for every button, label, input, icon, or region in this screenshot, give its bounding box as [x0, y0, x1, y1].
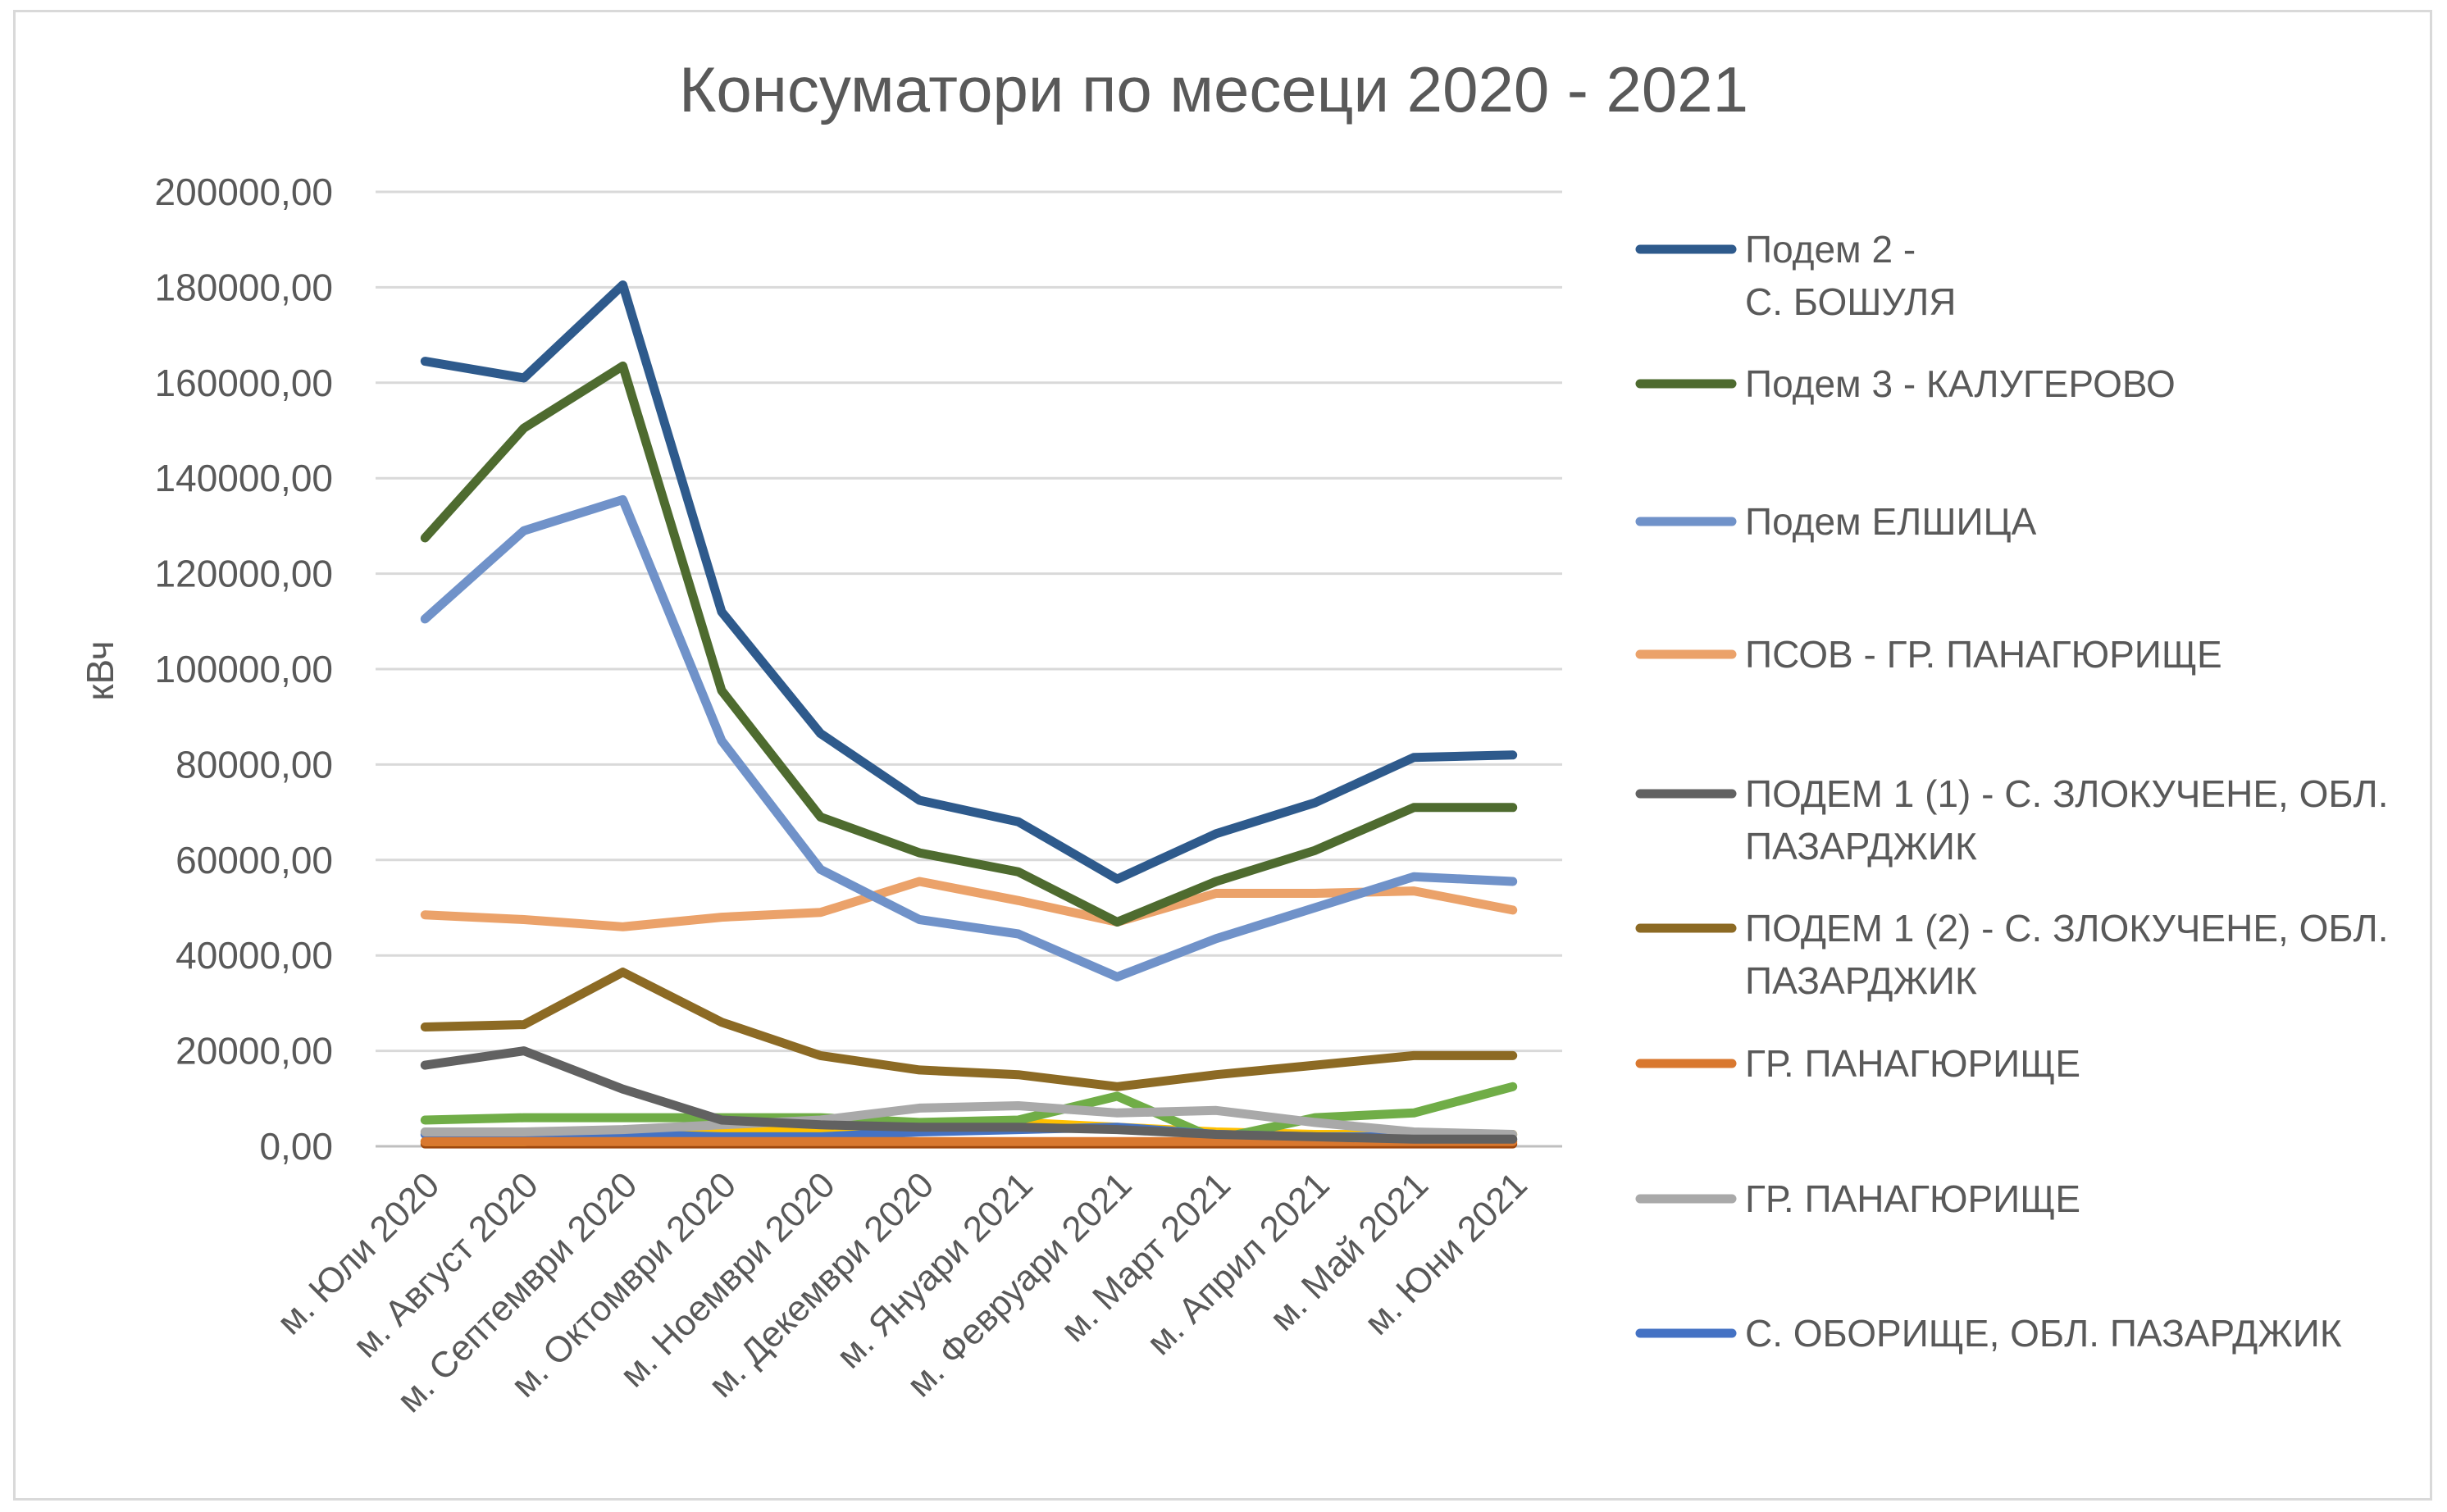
series-lines	[420, 280, 1518, 1149]
y-tick-label: 40000,00	[175, 934, 333, 977]
legend-label-line: ПАЗАРДЖИК	[1745, 825, 1977, 868]
legend-label-line: ПОДЕМ 1 (2) - С. ЗЛОКУЧЕНЕ, ОБЛ.	[1745, 907, 2389, 950]
legend-label: Подем ЕЛШИЦА	[1745, 500, 2037, 543]
chart-title: Консуматори по месеци 2020 - 2021	[679, 53, 1748, 125]
y-tick-label: 100000,00	[155, 648, 333, 690]
y-tick-label: 0,00	[259, 1125, 333, 1168]
y-tick-label: 140000,00	[155, 457, 333, 499]
x-tick-label: м. Март 2021	[1053, 1164, 1238, 1350]
y-axis-label: кВч	[79, 640, 121, 700]
y-tick-label: 80000,00	[175, 743, 333, 786]
y-tick-label: 180000,00	[155, 266, 333, 308]
series-line	[420, 1046, 1518, 1144]
legend-label-line: С. ОБОРИЩЕ, ОБЛ. ПАЗАРДЖИК	[1745, 1312, 2342, 1355]
legend-label-line: ПАЗАРДЖИК	[1745, 959, 1977, 1002]
y-tick-label: 60000,00	[175, 839, 333, 881]
legend-label-line: ГР. ПАНАГЮРИЩЕ	[1745, 1042, 2080, 1085]
series-line	[420, 968, 1518, 1091]
y-tick-label: 160000,00	[155, 362, 333, 404]
series-line	[420, 361, 1518, 927]
legend-label: ПСОВ - ГР. ПАНАГЮРИЩЕ	[1745, 633, 2222, 676]
y-tick-label: 120000,00	[155, 553, 333, 595]
legend-label-line: ГР. ПАНАГЮРИЩЕ	[1745, 1177, 2080, 1220]
legend-label-line: ПСОВ - ГР. ПАНАГЮРИЩЕ	[1745, 633, 2222, 676]
legend-label-line: ПОДЕМ 1 (1) - С. ЗЛОКУЧЕНЕ, ОБЛ.	[1745, 772, 2389, 815]
y-tick-label: 20000,00	[175, 1030, 333, 1073]
chart-frame	[13, 10, 2432, 1501]
legend-label: ПОДЕМ 1 (1) - С. ЗЛОКУЧЕНЕ, ОБЛ. ПАЗАРДЖИ…	[1745, 772, 2389, 868]
series-line	[420, 877, 1518, 931]
legend-label: ГР. ПАНАГЮРИЩЕ	[1745, 1042, 2080, 1085]
legend-label: Подем 2 - С. БОШУЛЯ	[1745, 228, 1957, 323]
y-axis-ticks: 0,00 20000,00 40000,00 60000,00 80000,00 1000…	[155, 171, 333, 1168]
legend-label: ПОДЕМ 1 (2) - С. ЗЛОКУЧЕНЕ, ОБЛ. ПАЗАРДЖИ…	[1745, 907, 2389, 1002]
gridlines	[376, 190, 1562, 1148]
legend-label-line: Подем 3 - КАЛУГЕРОВО	[1745, 362, 2176, 405]
legend-label: ГР. ПАНАГЮРИЩЕ	[1745, 1177, 2080, 1220]
y-tick-label: 200000,00	[155, 171, 333, 213]
legend: Подем 2 - С. БОШУЛЯ Подем 3 - КАЛУГЕРОВО По…	[1635, 228, 2389, 1355]
legend-label-line: Подем 2 -	[1745, 228, 1916, 271]
legend-label: С. ОБОРИЩЕ, ОБЛ. ПАЗАРДЖИК	[1745, 1312, 2342, 1355]
legend-label: Подем 3 - КАЛУГЕРОВО	[1745, 362, 2176, 405]
legend-label-line: Подем ЕЛШИЦА	[1745, 500, 2037, 543]
series-line	[420, 494, 1518, 981]
legend-label-line: С. БОШУЛЯ	[1745, 280, 1957, 323]
series-line	[420, 1082, 1518, 1144]
series-line	[420, 1101, 1518, 1139]
series-line	[420, 280, 1518, 884]
